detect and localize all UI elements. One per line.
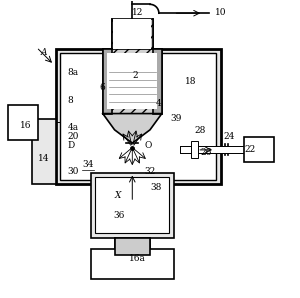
Text: 6: 6 [100, 83, 106, 92]
Text: 2: 2 [132, 71, 138, 80]
Text: 32: 32 [144, 167, 155, 176]
Bar [153, 49, 162, 114]
Bar [103, 49, 112, 114]
Text: 18: 18 [185, 77, 197, 86]
Text: 4a: 4a [67, 123, 79, 132]
Bar [113, 19, 152, 49]
Bar [244, 137, 274, 162]
Bar [103, 49, 162, 114]
Text: 8: 8 [67, 96, 73, 105]
Text: 26: 26 [200, 148, 212, 157]
Bar [91, 173, 174, 238]
Bar [191, 141, 198, 159]
Text: 8a: 8a [67, 68, 79, 77]
Bar [60, 53, 216, 180]
Bar [56, 49, 221, 184]
Bar [91, 249, 174, 279]
Text: X: X [115, 191, 121, 200]
Text: 39: 39 [171, 114, 182, 123]
Text: 36: 36 [113, 211, 124, 221]
Bar [115, 238, 150, 255]
Polygon shape [103, 114, 162, 143]
Text: A: A [41, 47, 47, 57]
Text: 22: 22 [244, 145, 256, 154]
Text: 30: 30 [67, 167, 79, 176]
Bar [179, 146, 244, 153]
Text: O: O [144, 141, 152, 150]
Text: 16a: 16a [129, 254, 146, 263]
Text: 24: 24 [224, 132, 235, 141]
Text: 28: 28 [194, 126, 206, 135]
Bar [32, 119, 56, 184]
Bar [8, 105, 38, 140]
Text: 20: 20 [67, 132, 79, 141]
Text: 14: 14 [38, 154, 49, 163]
Bar [112, 19, 153, 49]
Text: 34: 34 [82, 160, 94, 169]
Text: 4: 4 [156, 99, 162, 108]
Bar [95, 177, 169, 233]
Text: 12: 12 [132, 8, 144, 17]
Text: 10: 10 [215, 8, 226, 17]
Text: D: D [67, 141, 75, 150]
Bar [107, 53, 158, 109]
Text: 38: 38 [150, 183, 161, 192]
Text: 16: 16 [20, 121, 32, 130]
